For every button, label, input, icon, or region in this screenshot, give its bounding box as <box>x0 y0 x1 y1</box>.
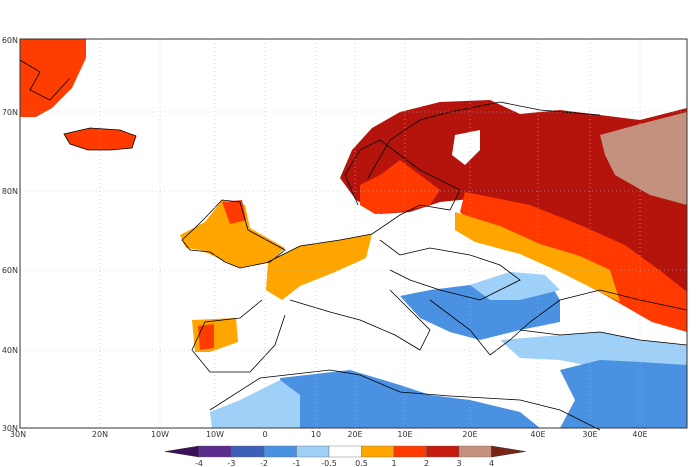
lon-label: 40E <box>632 430 647 439</box>
colorbar-segment <box>393 445 427 458</box>
latitude-labels: 60N 70N 80N 60N 40N 30N <box>2 36 18 433</box>
lon-label: 10 <box>311 430 321 439</box>
colorbar-segment <box>426 445 460 458</box>
eastern-orange-band <box>455 212 620 302</box>
middle-east-blue <box>560 360 687 428</box>
scandinavia-red-orange <box>360 160 440 214</box>
colorbar-arrow-low <box>164 445 200 458</box>
lat-label: 30N <box>2 424 18 433</box>
colorbar-tick-label: 2 <box>424 459 429 467</box>
colorbar-tick-label: -1 <box>293 459 301 467</box>
colorbar-segment <box>458 445 492 458</box>
colorbar-segment <box>328 445 362 458</box>
lat-label: 60N <box>2 266 18 275</box>
uk-red <box>222 200 246 224</box>
lat-label: 40N <box>2 346 18 355</box>
colorbar-tick-label: 1 <box>391 459 396 467</box>
colorbar-tick-label: -4 <box>195 459 203 467</box>
colorbar-tick-label: 3 <box>456 459 461 467</box>
lat-label: 80N <box>2 187 18 196</box>
colorbar-tick-label: -0.5 <box>321 459 337 467</box>
coastlines <box>19 59 688 431</box>
lon-label: 10W <box>151 430 169 439</box>
russia-light-brown <box>600 112 687 205</box>
baltic-white-patch <box>452 130 480 165</box>
colorbar-segment <box>296 445 330 458</box>
lat-label: 70N <box>2 108 18 117</box>
colorbar-tick-label: -3 <box>228 459 236 467</box>
colorbar-tick-label: -2 <box>260 459 268 467</box>
lat-label: 60N <box>2 36 18 45</box>
uk-ireland-orange <box>180 200 285 268</box>
north-africa-blue <box>280 370 540 428</box>
longitude-labels: 30N 20N 10W 10W 0 10 20E 10E 20E 40E 30E… <box>10 430 648 439</box>
lon-label: 30E <box>582 430 597 439</box>
greenland-anomaly <box>20 39 86 117</box>
lon-label: 20E <box>462 430 477 439</box>
lon-label: 10W <box>206 430 224 439</box>
lon-label: 30N <box>10 430 26 439</box>
colorbar-segment <box>263 445 297 458</box>
colorbar-segment <box>231 445 265 458</box>
lon-label: 40E <box>530 430 545 439</box>
north-africa-light-blue <box>210 380 300 428</box>
colorbar-tick-label: 0.5 <box>355 459 368 467</box>
turkey-light-blue <box>500 332 687 372</box>
colorbar-arrow-high <box>491 445 526 458</box>
iberia-red <box>198 324 214 350</box>
colorbar-segment <box>198 445 232 458</box>
gridlines <box>20 39 687 428</box>
colorbar: -4 -3 -2 -1 -0.5 0.5 1 2 3 4 <box>164 445 526 467</box>
colorbar-tick-label: 4 <box>489 459 494 467</box>
lon-label: 0 <box>262 430 267 439</box>
balkans-light-blue <box>470 272 560 300</box>
lon-label: 10E <box>397 430 412 439</box>
colorbar-segment <box>361 445 395 458</box>
plot-frame <box>19 38 688 429</box>
france-benelux-orange <box>266 234 372 300</box>
lon-label: 20E <box>347 430 362 439</box>
map-plot-area <box>19 38 688 431</box>
lon-label: 20N <box>92 430 108 439</box>
